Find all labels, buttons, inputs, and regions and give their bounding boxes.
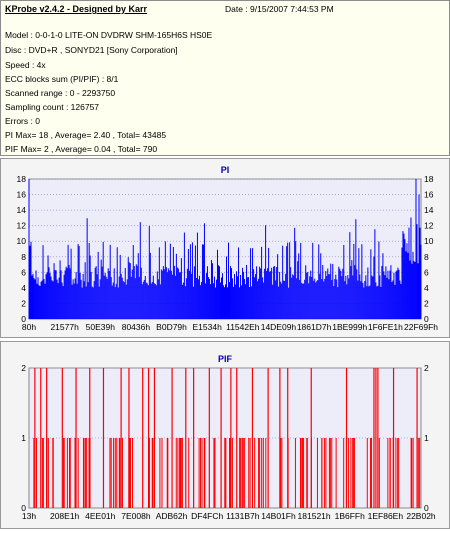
y-tick-label-right: 2 <box>424 363 429 373</box>
y-tick-label: 4 <box>21 283 26 293</box>
x-tick-label: 22B02h <box>406 511 436 521</box>
y-tick-label-right: 8 <box>424 252 429 262</box>
y-tick-label: 10 <box>17 236 27 246</box>
x-tick-label: 22F69Fh <box>404 322 438 332</box>
disc-line: Disc : DVD+R , SONYD21 [Sony Corporation… <box>5 45 178 55</box>
x-tick-label: 14DE09h <box>261 322 297 332</box>
pif-chart-panel: PIF 0 0 1 1 2 2 13h 208E1h 4EE01h 7E008h ADB62h DF4F… <box>0 341 450 529</box>
y-tick-label-right: 16 <box>424 190 434 200</box>
y-tick-label: 0 <box>21 503 26 513</box>
bar-series <box>28 179 422 319</box>
x-tick-label: 181521h <box>298 511 331 521</box>
y-tick-label: 2 <box>21 363 26 373</box>
y-tick-label-right: 12 <box>424 221 434 231</box>
x-tick-label: 1861D7h <box>297 322 332 332</box>
y-tick-label: 6 <box>21 267 26 277</box>
x-tick-label: B0D79h <box>156 322 187 332</box>
y-tick-label-right: 0 <box>424 314 429 324</box>
x-tick-label: 1B6FFh <box>335 511 366 521</box>
pi-stats-line: PI Max= 18 , Average= 2.40 , Total= 4348… <box>5 130 167 140</box>
y-tick-label-right: 1 <box>424 433 429 443</box>
x-tick-label: 1EF86Eh <box>368 511 404 521</box>
x-tick-label: ADB62h <box>156 511 188 521</box>
x-tick-label: E1534h <box>193 322 223 332</box>
y-tick-label-right: 14 <box>424 205 434 215</box>
y-tick-label-right: 2 <box>424 298 429 308</box>
y-tick-label-right: 10 <box>424 236 434 246</box>
scanned-range-line: Scanned range : 0 - 2293750 <box>5 88 116 98</box>
app-title: KProbe v2.4.2 - Designed by Karr <box>5 4 148 14</box>
pi-chart: PI 0 0 2 2 4 4 6 6 8 8 10 10 12 12 14 14 16 16 18 18 80h 21577… <box>17 165 439 332</box>
x-tick-label: 80436h <box>122 322 151 332</box>
y-tick-label: 12 <box>17 221 27 231</box>
x-tick-label: 1BE999h <box>332 322 367 332</box>
y-tick-label: 1 <box>21 433 26 443</box>
pi-chart-panel: PI 0 0 2 2 4 4 6 6 8 8 10 10 12 12 14 14 16 16 18 18 80h 21577… <box>0 158 450 338</box>
model-line: Model : 0-0-1-0 LITE-ON DVDRW SHM-165H6S… <box>5 30 213 40</box>
x-tick-label: 208E1h <box>50 511 80 521</box>
ecc-line: ECC blocks sum (PI/PIF) : 8/1 <box>5 74 119 84</box>
x-tick-label: 50E39h <box>86 322 116 332</box>
x-tick-label: DF4FCh <box>191 511 223 521</box>
pif-chart: PIF 0 0 1 1 2 2 13h 208E1h 4EE01h 7E008h ADB62h DF4F… <box>21 354 436 521</box>
info-panel: KProbe v2.4.2 - Designed by Karr Date : … <box>0 0 450 156</box>
x-tick-label: 14B01Fh <box>261 511 296 521</box>
pif-stats-line: PIF Max= 2 , Average= 0.04 , Total= 790 <box>5 144 158 154</box>
x-tick-label: 21577h <box>50 322 79 332</box>
y-tick-label-right: 0 <box>424 503 429 513</box>
chart-title: PI <box>221 165 230 175</box>
y-tick-label: 18 <box>17 174 27 184</box>
y-tick-label: 8 <box>21 252 26 262</box>
chart-title: PIF <box>218 354 233 364</box>
y-tick-label: 2 <box>21 298 26 308</box>
y-tick-label-right: 18 <box>424 174 434 184</box>
sampling-count-line: Sampling count : 126757 <box>5 102 100 112</box>
x-tick-label: 4EE01h <box>85 511 116 521</box>
y-tick-label-right: 4 <box>424 283 429 293</box>
x-tick-label: 1131B7h <box>226 511 260 521</box>
speed-line: Speed : 4x <box>5 60 46 70</box>
x-tick-label: 1F6FE1h <box>368 322 403 332</box>
x-tick-label: 7E008h <box>121 511 151 521</box>
errors-line: Errors : 0 <box>5 116 40 126</box>
bar-series <box>33 368 421 508</box>
y-tick-label-right: 6 <box>424 267 429 277</box>
y-tick-label: 14 <box>17 205 27 215</box>
x-tick-label: 13h <box>22 511 36 521</box>
x-tick-label: 80h <box>22 322 36 332</box>
scan-date: Date : 9/15/2007 7:44:53 PM <box>225 4 334 14</box>
y-tick-label: 16 <box>17 190 27 200</box>
x-tick-label: 11542Eh <box>226 322 260 332</box>
y-tick-label: 0 <box>21 314 26 324</box>
